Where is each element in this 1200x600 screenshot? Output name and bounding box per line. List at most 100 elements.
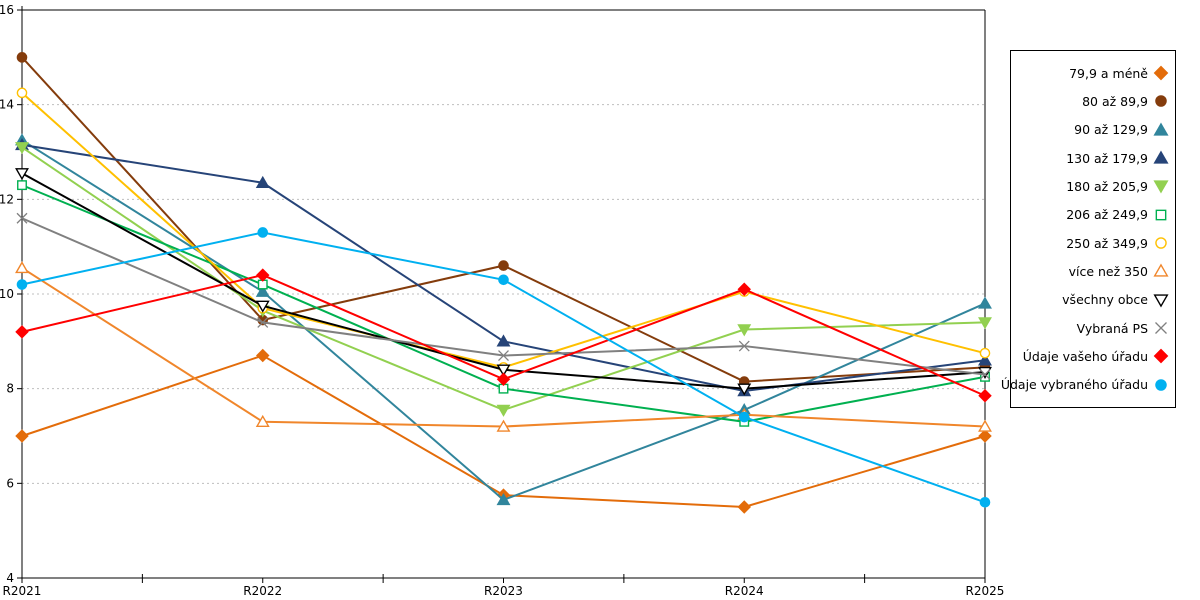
triangle-up-marker-icon bbox=[1153, 263, 1169, 278]
chart-canvas: 4 6 8 10 12 14 16 R2021 R2022 R2023 R2024 R2025 bbox=[0, 3, 1005, 598]
series-marker bbox=[1155, 322, 1167, 335]
series-marker bbox=[255, 175, 270, 188]
legend-item-label: 180 až 205,9 bbox=[1066, 178, 1148, 194]
series-marker bbox=[15, 325, 29, 339]
series-marker bbox=[496, 404, 511, 417]
series-marker bbox=[498, 260, 509, 271]
series-marker bbox=[15, 168, 29, 181]
legend-item: Údaje vybraného úřadu bbox=[1001, 372, 1169, 398]
x-marker-icon bbox=[1155, 322, 1167, 335]
series-marker bbox=[1153, 122, 1169, 136]
series-marker bbox=[737, 324, 752, 337]
series-marker bbox=[978, 317, 992, 330]
series-marker bbox=[496, 372, 511, 386]
circle-marker-icon bbox=[1155, 95, 1167, 108]
series-line bbox=[21, 139, 986, 502]
x-tick-label: R2024 bbox=[725, 584, 764, 598]
series-marker bbox=[16, 212, 28, 224]
legend-item-label: Vybraná PS bbox=[1076, 320, 1148, 336]
triangle-up-marker-icon bbox=[1153, 150, 1169, 164]
series-marker bbox=[737, 500, 751, 514]
x-tick-label: R2025 bbox=[966, 584, 1005, 598]
series-marker bbox=[255, 414, 270, 427]
circle-marker-icon bbox=[1155, 379, 1167, 391]
legend-item-label: 79,9 a méně bbox=[1069, 65, 1148, 81]
series-marker bbox=[255, 300, 270, 313]
series-marker bbox=[257, 227, 269, 238]
series-marker bbox=[496, 364, 511, 377]
series-marker bbox=[1153, 180, 1169, 194]
series-marker bbox=[256, 268, 270, 282]
series-marker bbox=[498, 350, 509, 361]
series-marker bbox=[1153, 294, 1169, 308]
series-marker bbox=[15, 429, 29, 443]
series-marker bbox=[1155, 95, 1167, 108]
legend-item: 90 až 129,9 bbox=[1015, 117, 1169, 143]
legend-item: 250 až 349,9 bbox=[1015, 230, 1169, 256]
x-tick-label: R2022 bbox=[243, 584, 282, 598]
triangle-down-marker-icon bbox=[1153, 180, 1169, 194]
diamond-marker-icon bbox=[1153, 65, 1169, 81]
legend-item-label: 206 až 249,9 bbox=[1066, 207, 1148, 223]
legend-item: 79,9 a méně bbox=[1015, 60, 1169, 86]
series-marker bbox=[978, 366, 992, 380]
legend-item-label: 90 až 129,9 bbox=[1074, 122, 1148, 138]
triangle-down-marker-icon bbox=[1153, 294, 1169, 308]
series-marker bbox=[737, 383, 752, 396]
legend-item: 130 až 179,9 bbox=[1015, 145, 1169, 171]
series-marker bbox=[1155, 209, 1167, 221]
triangle-up-marker-icon bbox=[1153, 122, 1169, 136]
y-tick-label: 16 bbox=[0, 3, 14, 17]
legend-item-label: 250 až 349,9 bbox=[1066, 235, 1148, 251]
y-tick-label: 6 bbox=[6, 476, 14, 490]
legend-item: všechny obce bbox=[1015, 287, 1169, 313]
series-marker bbox=[16, 87, 28, 99]
y-tick-label: 10 bbox=[0, 287, 14, 301]
chart-legend: 79,9 a méně 80 až 89,9 90 až 129,9 130 až 1… bbox=[1001, 50, 1176, 408]
diamond-marker-icon bbox=[1153, 349, 1169, 364]
series-marker bbox=[978, 419, 992, 432]
legend-item-label: 80 až 89,9 bbox=[1082, 93, 1148, 109]
series-marker bbox=[1153, 150, 1169, 164]
legend-item-label: Údaje vašeho úřadu bbox=[1022, 348, 1148, 364]
legend-item: 206 až 249,9 bbox=[1015, 202, 1169, 228]
y-tick-label: 14 bbox=[0, 98, 14, 112]
series-marker bbox=[15, 142, 29, 155]
series-marker bbox=[1153, 65, 1169, 81]
series-marker bbox=[256, 348, 270, 363]
series-marker bbox=[496, 334, 511, 347]
series-marker bbox=[498, 274, 509, 286]
series-marker bbox=[738, 411, 750, 423]
series-marker bbox=[16, 52, 28, 63]
series-3 bbox=[15, 133, 992, 506]
series-marker bbox=[979, 347, 991, 359]
series-line bbox=[21, 267, 986, 428]
series-marker bbox=[978, 389, 992, 403]
series-marker bbox=[1153, 349, 1169, 364]
series-11 bbox=[15, 268, 992, 403]
circle-marker-icon bbox=[1155, 237, 1167, 249]
series-marker bbox=[978, 429, 992, 443]
series-marker bbox=[257, 316, 269, 328]
x-tick-label: R2023 bbox=[484, 584, 523, 598]
series-marker bbox=[738, 340, 750, 352]
legend-item-label: všechny obce bbox=[1062, 292, 1148, 308]
x-tick-label: R2021 bbox=[3, 584, 42, 598]
series-marker bbox=[978, 353, 992, 366]
series-9 bbox=[15, 168, 992, 396]
series-marker bbox=[1155, 379, 1167, 391]
series-marker bbox=[1153, 263, 1169, 278]
series-marker bbox=[17, 180, 27, 191]
series-marker bbox=[737, 282, 751, 297]
series-marker bbox=[16, 279, 28, 290]
series-line bbox=[21, 217, 986, 376]
legend-item: Údaje vašeho úřadu bbox=[1015, 343, 1169, 369]
legend-item: 80 až 89,9 bbox=[1015, 88, 1169, 114]
series-marker bbox=[979, 369, 991, 380]
series-marker bbox=[496, 419, 511, 432]
series-12 bbox=[16, 227, 991, 508]
y-tick-label: 12 bbox=[0, 192, 14, 206]
series-marker bbox=[979, 496, 991, 508]
legend-item: více než 350 bbox=[1015, 258, 1169, 284]
